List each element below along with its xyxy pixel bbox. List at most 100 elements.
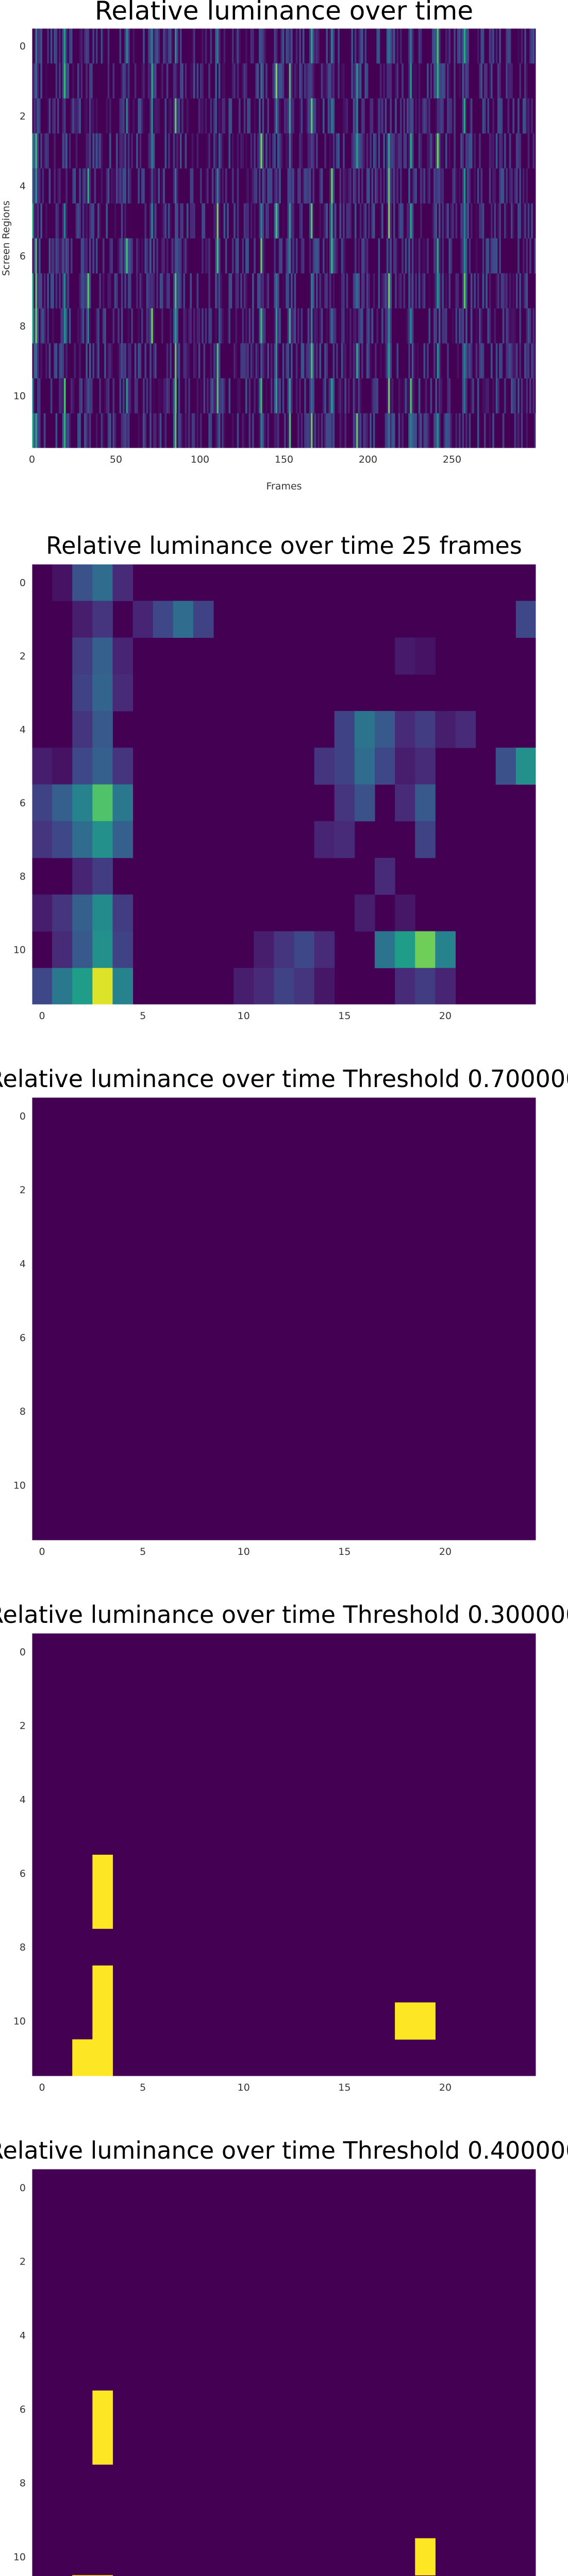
heatmap-cell (358, 168, 360, 204)
heatmap-cell (311, 378, 313, 414)
heatmap-cell (112, 748, 133, 785)
heatmap-cell (39, 413, 41, 449)
heatmap-cell (259, 168, 261, 204)
heatmap-cell (156, 273, 158, 309)
heatmap-cell (161, 308, 163, 344)
heatmap-cell (388, 378, 390, 414)
heatmap-cell (499, 28, 501, 64)
heatmap-cell (386, 168, 389, 204)
heatmap-cell (349, 308, 352, 344)
heatmap-cell (334, 784, 355, 822)
heatmap-cell (396, 238, 399, 274)
heatmap-cell (95, 238, 98, 274)
heatmap-cell (200, 63, 202, 99)
heatmap-cell (289, 168, 291, 204)
heatmap-cell (252, 308, 254, 344)
heatmap-cell (218, 98, 221, 134)
heatmap-cell (483, 63, 486, 99)
x-tick-label: 10 (238, 1010, 250, 1022)
heatmap-cell (448, 63, 451, 99)
heatmap-cell (354, 168, 357, 204)
heatmap-cell (107, 378, 110, 414)
heatmap-cell (158, 413, 160, 449)
heatmap-cell (237, 413, 239, 449)
heatmap-cell (151, 203, 154, 239)
heatmap-cell (250, 28, 253, 64)
heatmap-cell (84, 168, 86, 204)
heatmap-cell (435, 28, 438, 64)
heatmap-cell (149, 203, 152, 239)
heatmap-cell (514, 413, 516, 449)
heatmap-cell (526, 238, 528, 274)
heatmap-cell (405, 133, 407, 169)
heatmap-cell (86, 413, 88, 449)
heatmap-cell (43, 273, 46, 309)
heatmap-cell (275, 308, 278, 344)
heatmap-cell (430, 378, 432, 414)
heatmap-cell (304, 378, 306, 414)
heatmap-cell (346, 308, 348, 344)
heatmap-cell (238, 98, 241, 134)
heatmap-cell (531, 343, 533, 379)
heatmap-cell (149, 168, 152, 204)
heatmap-cell (166, 378, 169, 414)
heatmap-cell (477, 378, 479, 414)
heatmap-cell (463, 98, 466, 134)
heatmap-cell (295, 238, 298, 274)
heatmap-cell (207, 133, 209, 169)
heatmap-cell (57, 203, 59, 239)
x-tick-label: 15 (338, 2082, 350, 2093)
heatmap-cell (43, 413, 46, 449)
heatmap-cell (462, 203, 464, 239)
heatmap-cell (312, 273, 315, 309)
heatmap-cell (435, 413, 438, 449)
heatmap-cell (311, 308, 313, 344)
heatmap-cell (70, 28, 73, 64)
heatmap-cell (375, 711, 395, 748)
heatmap-cell (185, 63, 187, 99)
heatmap-cell (60, 238, 63, 274)
heatmap-cell (396, 343, 399, 379)
heatmap-cell (52, 98, 54, 134)
heatmap-cell (176, 63, 179, 99)
heatmap-cell (390, 133, 392, 169)
heatmap-cell (418, 63, 421, 99)
heatmap-cell (213, 98, 215, 134)
heatmap-cell (123, 133, 125, 169)
heatmap-cell (178, 413, 180, 449)
heatmap-cell (91, 203, 93, 239)
heatmap-cell (35, 343, 38, 379)
heatmap-cell (112, 637, 133, 675)
heatmap-cell (390, 273, 392, 309)
heatmap-cell (494, 168, 496, 204)
heatmap-cell (245, 168, 247, 204)
heatmap-cell (489, 133, 491, 169)
heatmap-cell (437, 133, 439, 169)
heatmap-cell (334, 748, 355, 785)
heatmap-cell (331, 28, 333, 64)
heatmap-cell (334, 203, 337, 239)
heatmap-cell (385, 98, 387, 134)
heatmap-cell (86, 133, 88, 169)
heatmap-cell (373, 413, 375, 449)
heatmap-cell (393, 238, 395, 274)
heatmap-cell (37, 378, 39, 414)
heatmap-cell (462, 343, 464, 379)
heatmap-cell (230, 98, 232, 134)
heatmap-cell (118, 343, 120, 379)
heatmap-cell (223, 203, 226, 239)
heatmap-cell (502, 308, 505, 344)
heatmap-cell (32, 273, 34, 309)
heatmap-cell (34, 378, 36, 414)
heatmap-cell (127, 133, 130, 169)
heatmap-cell (215, 203, 217, 239)
heatmap-cell (286, 238, 288, 274)
heatmap-cell (440, 378, 442, 414)
heatmap-cell (74, 168, 76, 204)
heatmap-cell (483, 98, 486, 134)
heatmap-cell (483, 378, 486, 414)
heatmap-cell (166, 238, 169, 274)
heatmap-cell (469, 343, 471, 379)
heatmap-cell (65, 28, 68, 64)
heatmap-cell (454, 28, 456, 64)
